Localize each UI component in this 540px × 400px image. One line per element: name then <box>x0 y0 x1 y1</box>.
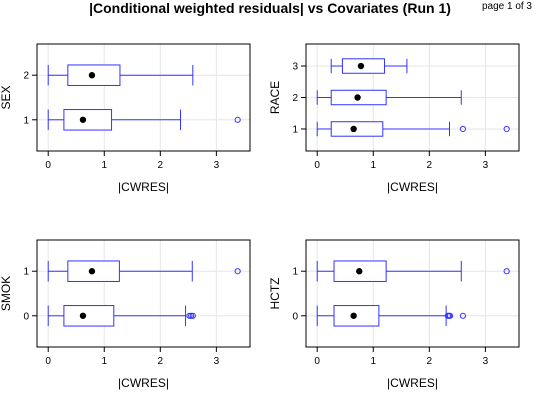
box <box>330 121 384 137</box>
x-axis-label: |CWRES| <box>118 180 169 194</box>
x-axis-label: |CWRES| <box>387 180 438 194</box>
median-point <box>350 312 357 319</box>
y-tick-label: 3 <box>292 62 298 73</box>
box <box>63 109 113 131</box>
median-point <box>88 72 96 79</box>
x-tick-label: 1 <box>101 160 107 171</box>
x-tick-label: 1 <box>370 356 376 367</box>
chart-title: |Conditional weighted residuals| vs Cova… <box>89 0 451 16</box>
outlier-point <box>503 125 510 133</box>
x-tick-label: 2 <box>427 356 433 367</box>
box <box>63 305 115 327</box>
x-tick-label: 3 <box>483 160 489 171</box>
outlier-point <box>234 116 241 123</box>
page-indicator: page 1 of 3 <box>481 1 532 12</box>
median-point <box>356 268 363 275</box>
outlier-point <box>234 268 241 275</box>
y-axis-label: SMOK <box>0 276 13 311</box>
x-tick-label: 0 <box>45 356 51 367</box>
panel-frame <box>36 239 251 348</box>
y-tick-label: 1 <box>292 267 298 278</box>
outlier-point <box>459 125 467 133</box>
x-axis-label: |CWRES| <box>387 376 438 390</box>
median-point <box>354 94 361 101</box>
median-point <box>357 62 365 70</box>
outlier-point <box>503 268 510 275</box>
y-axis-label: SEX <box>0 85 13 109</box>
x-tick-label: 2 <box>427 160 433 171</box>
panel-frame <box>305 239 520 348</box>
y-tick-label: 2 <box>23 71 29 82</box>
y-axis-label: HCTZ <box>268 278 282 310</box>
y-tick-label: 1 <box>23 267 29 278</box>
median-point <box>88 268 96 275</box>
x-tick-label: 3 <box>214 356 220 367</box>
x-axis-label: |CWRES| <box>118 376 169 390</box>
panel-frame <box>36 43 251 152</box>
y-tick-label: 0 <box>23 311 29 322</box>
y-axis-label: RACE <box>268 81 282 114</box>
x-tick-label: 1 <box>370 160 376 171</box>
x-tick-label: 1 <box>101 356 107 367</box>
x-tick-label: 0 <box>314 160 320 171</box>
y-tick-label: 1 <box>292 124 298 135</box>
x-tick-label: 2 <box>158 160 164 171</box>
outlier-point <box>189 312 196 319</box>
median-point <box>350 125 357 133</box>
y-tick-label: 1 <box>23 115 29 126</box>
outlier-point <box>459 312 467 319</box>
y-tick-label: 0 <box>292 311 298 322</box>
x-tick-label: 0 <box>314 356 320 367</box>
x-tick-label: 3 <box>483 356 489 367</box>
x-tick-label: 3 <box>214 160 220 171</box>
y-tick-label: 2 <box>292 93 298 104</box>
median-point <box>79 116 87 123</box>
outlier-point <box>446 312 454 319</box>
x-tick-label: 2 <box>158 356 164 367</box>
median-point <box>79 312 87 319</box>
x-tick-label: 0 <box>45 160 51 171</box>
